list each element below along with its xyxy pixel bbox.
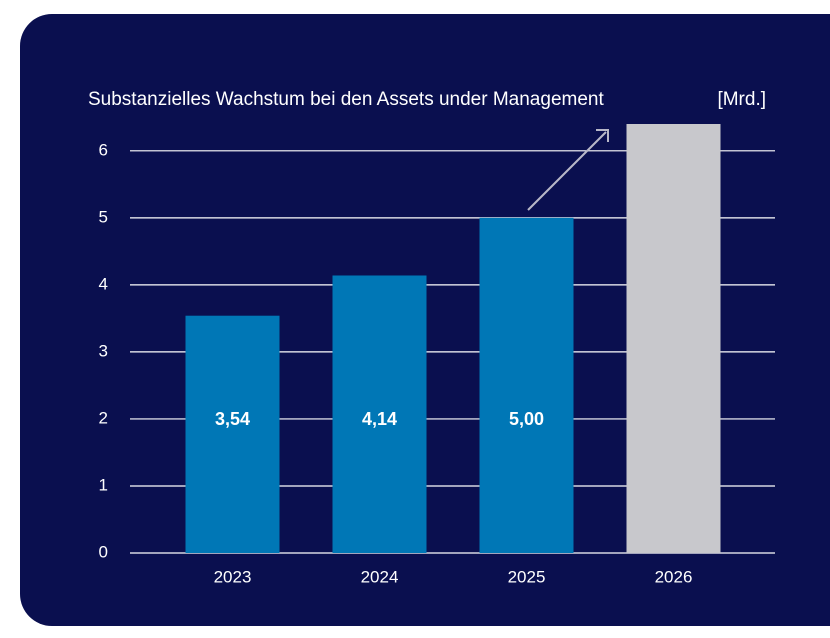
x-tick-label: 2024 — [361, 567, 399, 586]
x-tick-label: 2023 — [214, 567, 252, 586]
bar — [479, 217, 574, 553]
y-tick-label: 1 — [99, 475, 108, 494]
value-label: 3,54 — [215, 409, 250, 429]
y-tick-label: 4 — [99, 274, 108, 293]
x-tick-label: 2026 — [655, 567, 693, 586]
value-label: 5,00 — [509, 409, 544, 429]
trend-arrow-head — [596, 129, 609, 142]
x-tick-label: 2025 — [508, 567, 546, 586]
trend-arrow — [527, 131, 607, 211]
chart-title: Substanzielles Wachstum bei den Assets u… — [88, 89, 604, 110]
y-tick-label: 0 — [99, 542, 108, 561]
y-tick-label: 6 — [99, 140, 108, 159]
bars: 2023 3,54 2024 4,14 2025 5,00 2026 — [185, 124, 721, 586]
y-tick-label: 2 — [99, 408, 108, 427]
value-label: 4,14 — [362, 409, 397, 429]
unit-label: [Mrd.] — [717, 89, 766, 110]
y-tick-label: 5 — [99, 207, 108, 226]
y-tick-label: 3 — [99, 341, 108, 360]
bar — [185, 315, 280, 553]
bar — [332, 275, 427, 553]
bar — [626, 124, 721, 553]
